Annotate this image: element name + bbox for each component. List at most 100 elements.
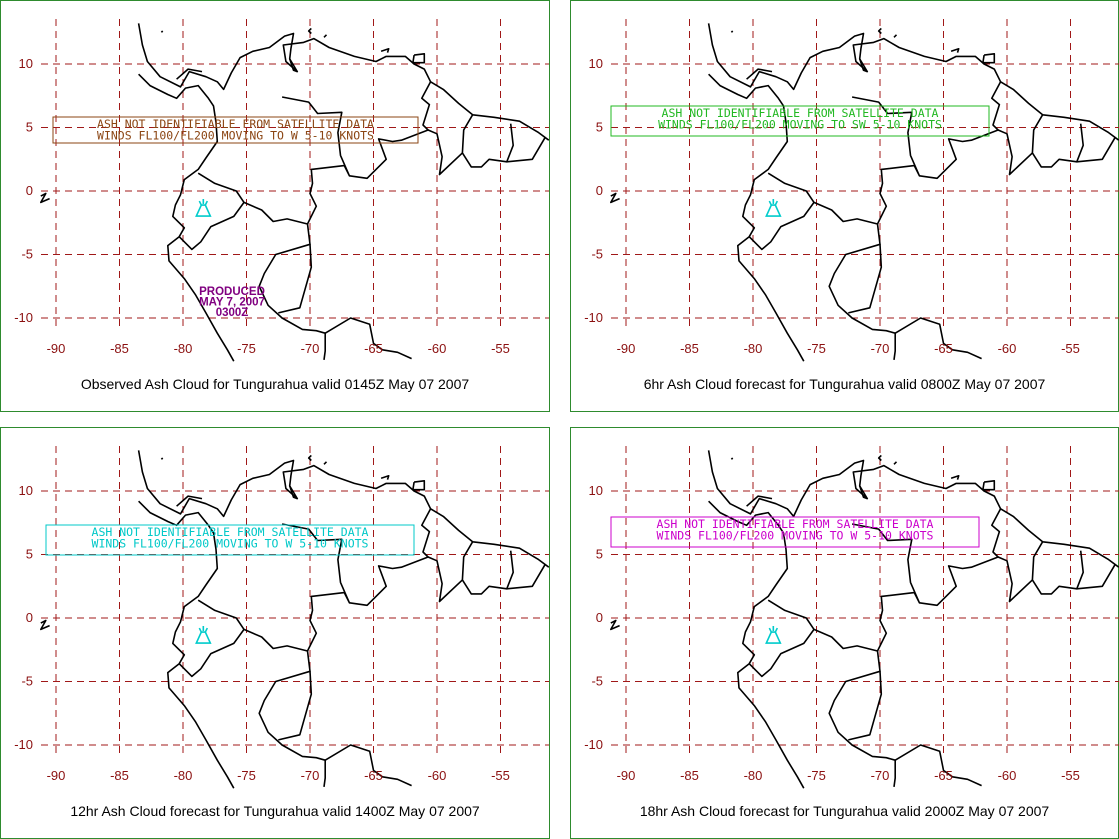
y-tick-label: -10: [14, 310, 33, 325]
panel-caption: 6hr Ash Cloud forecast for Tungurahua va…: [643, 376, 1046, 392]
island: [950, 475, 960, 480]
y-tick-label: 10: [589, 483, 603, 498]
x-tick-label: -90: [617, 768, 636, 783]
island: [40, 619, 50, 631]
x-tick-label: -60: [428, 341, 447, 356]
x-tick-label: -55: [1061, 768, 1080, 783]
island: [307, 454, 312, 462]
coastline: [708, 73, 805, 362]
x-tick-label: -55: [1061, 341, 1080, 356]
coastline: [178, 172, 245, 251]
coastlines: [610, 450, 1119, 789]
island: [323, 34, 328, 38]
volcano-icon: [195, 199, 212, 217]
x-tick-label: -80: [174, 768, 193, 783]
advisory-message-line: WINDS FL100/FL200 MOVING TO W 5-10 KNOTS: [92, 537, 369, 551]
coastline: [707, 23, 1119, 141]
island: [160, 457, 164, 460]
x-tick-label: -60: [998, 768, 1017, 783]
coastline: [324, 317, 412, 360]
island: [610, 192, 620, 204]
y-tick-label: 10: [19, 56, 33, 71]
advisory-message-line: WINDS FL100/FL200 MOVING TO W 5-10 KNOTS: [97, 129, 374, 143]
y-tick-label: 5: [26, 120, 33, 135]
coastline: [708, 500, 805, 789]
advisory-message-line: WINDS FL100/FL200 MOVING TO W 5-10 KNOTS: [657, 529, 934, 543]
island: [160, 30, 164, 33]
coastline: [858, 58, 868, 73]
x-tick-label: -90: [617, 341, 636, 356]
produced-line: PRODUCED: [199, 286, 265, 298]
coastline: [707, 450, 1119, 568]
island: [877, 454, 882, 462]
y-tick-label: 0: [596, 610, 603, 625]
island: [40, 192, 50, 204]
coastline: [288, 58, 298, 73]
x-tick-label: -75: [237, 341, 256, 356]
coastline: [1076, 564, 1116, 590]
coastline: [858, 485, 868, 500]
x-tick-label: -80: [174, 341, 193, 356]
x-tick-label: -70: [301, 341, 320, 356]
coastline: [349, 81, 432, 180]
y-tick-label: 5: [26, 547, 33, 562]
y-tick-label: -5: [591, 674, 603, 689]
coastline: [851, 523, 921, 652]
x-tick-label: -90: [47, 341, 66, 356]
x-tick-label: -85: [680, 341, 699, 356]
advisory-message-line: ASH NOT IDENTIFIABLE FROM SATELLITE DATA: [92, 525, 369, 539]
x-tick-label: -90: [47, 768, 66, 783]
map-panel-observed: 10 5 0 -5 -10 -90 -85 -80 -75 -70 -65 -60 -55 ASH NOT…: [0, 0, 550, 412]
island: [412, 480, 426, 491]
coastline: [1031, 114, 1084, 168]
coastline: [748, 599, 815, 678]
coastline: [894, 744, 982, 787]
coastlines: [610, 23, 1119, 362]
x-tick-label: -55: [491, 341, 510, 356]
map-panel-fcst6: 10 5 0 -5 -10 -90 -85 -80 -75 -70 -65 -60 -55 ASH NOT…: [570, 0, 1119, 412]
y-tick-label: -5: [21, 247, 33, 262]
map-panel-fcst18: 10 5 0 -5 -10 -90 -85 -80 -75 -70 -65 -60 -55 ASH NOT…: [570, 427, 1119, 839]
y-tick-label: 0: [26, 183, 33, 198]
coastline: [324, 744, 412, 787]
advisory-message-line: WINDS FL100/FL200 MOVING TO SW 5-10 KNOT…: [658, 118, 942, 132]
y-tick-label: -5: [591, 247, 603, 262]
island: [893, 461, 898, 465]
advisory-message-line: ASH NOT IDENTIFIABLE FROM SATELLITE DATA: [657, 517, 934, 531]
island: [982, 53, 996, 64]
advisory-message-line: ASH NOT IDENTIFIABLE FROM SATELLITE DATA: [97, 117, 374, 131]
x-tick-label: -75: [807, 768, 826, 783]
grid-lines: [611, 446, 1119, 758]
coastline: [997, 129, 1033, 176]
coastline: [746, 68, 773, 80]
coastline: [748, 172, 815, 251]
coastline: [894, 317, 982, 360]
y-tick-label: 0: [26, 610, 33, 625]
y-tick-label: 5: [596, 120, 603, 135]
x-tick-label: -70: [871, 341, 890, 356]
x-tick-label: -85: [110, 341, 129, 356]
y-tick-label: -10: [584, 310, 603, 325]
panel-caption: 12hr Ash Cloud forecast for Tungurahua v…: [70, 803, 480, 819]
grid-lines: [611, 19, 1119, 331]
coastline: [278, 244, 313, 314]
x-tick-label: -70: [301, 768, 320, 783]
coastline: [427, 556, 463, 603]
advisory-message-line: ASH NOT IDENTIFIABLE FROM SATELLITE DATA: [662, 106, 939, 120]
coastline: [243, 628, 326, 788]
coastline: [1031, 541, 1084, 595]
grid-lines: [41, 446, 549, 758]
y-tick-label: -5: [21, 674, 33, 689]
x-tick-label: -80: [744, 341, 763, 356]
x-tick-label: -70: [871, 768, 890, 783]
coastline: [427, 129, 463, 176]
island: [323, 461, 328, 465]
coastline: [288, 485, 298, 500]
coastline: [813, 628, 896, 788]
x-tick-label: -75: [237, 768, 256, 783]
coastline: [919, 81, 1002, 180]
x-tick-label: -80: [744, 768, 763, 783]
coastline: [848, 244, 883, 314]
coastline: [137, 23, 550, 141]
